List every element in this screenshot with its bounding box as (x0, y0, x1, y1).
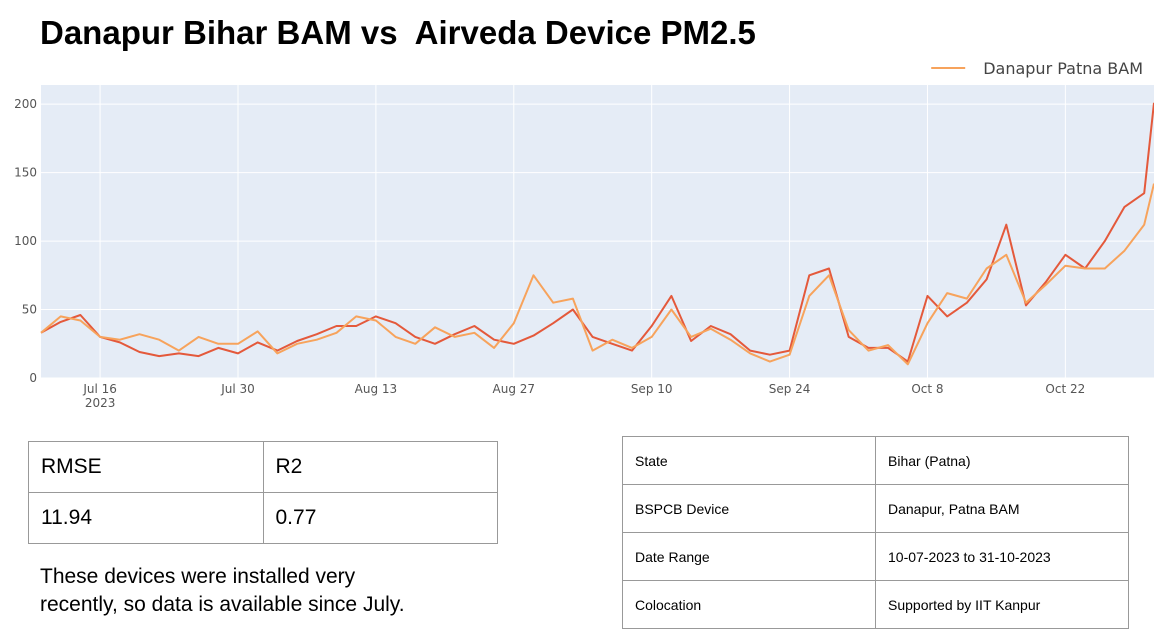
table-row: State Bihar (Patna) (622, 436, 1129, 485)
table-cell: Bihar (Patna) (875, 436, 1129, 485)
y-tick-label: 100 (14, 234, 37, 248)
table-cell: 0.77 (262, 492, 498, 544)
series-line (40, 102, 1154, 363)
x-tick-label: Sep 24 (769, 382, 811, 396)
table-row: 11.94 0.77 (28, 492, 498, 544)
table-row: Colocation Supported by IIT Kanpur (622, 580, 1129, 629)
metrics-table: RMSE R2 11.94 0.77 (28, 441, 498, 544)
plot-area (41, 85, 1154, 378)
chart: 0 50 100 150 200 Jul 16 2023 Jul 30 Aug 13 Aug 27… (14, 59, 1154, 410)
note: These devices were installed very recent… (40, 565, 405, 616)
series-line (40, 183, 1154, 366)
x-tick-label: Aug 13 (355, 382, 398, 396)
table-cell: 10-07-2023 to 31-10-2023 (875, 532, 1129, 581)
table-cell: Supported by IIT Kanpur (875, 580, 1129, 629)
y-tick-label: 50 (22, 303, 37, 317)
table-header: R2 (262, 441, 498, 493)
x-tick-label: Oct 22 (1045, 382, 1085, 396)
table-cell: State (622, 436, 876, 485)
table-row: RMSE R2 (28, 441, 498, 493)
x-tick-label: Jul 30 (220, 382, 255, 396)
legend-label: Danapur Patna BAM (983, 59, 1143, 78)
table-cell: BSPCB Device (622, 484, 876, 533)
table-cell: 11.94 (28, 492, 264, 544)
table-row: Date Range 10-07-2023 to 31-10-2023 (622, 532, 1129, 581)
info-table: State Bihar (Patna) BSPCB Device Danapur, P… (622, 436, 1129, 629)
y-tick-label: 200 (14, 97, 37, 111)
x-tick-label: Sep 10 (631, 382, 673, 396)
x-tick-label: Oct 8 (911, 382, 943, 396)
table-cell: Date Range (622, 532, 876, 581)
table-header: RMSE (28, 441, 264, 493)
page-title: Danapur Bihar BAM vs Airveda Device PM2.… (40, 14, 756, 51)
legend-item: Danapur Patna BAM (931, 59, 1143, 78)
table-cell: Danapur, Patna BAM (875, 484, 1129, 533)
table-cell: Colocation (622, 580, 876, 629)
x-tick-label: Jul 16 2023 (82, 382, 117, 410)
table-row: BSPCB Device Danapur, Patna BAM (622, 484, 1129, 533)
y-tick-label: 150 (14, 166, 37, 180)
y-tick-label: 0 (29, 371, 37, 385)
x-tick-label: Aug 27 (493, 382, 536, 396)
